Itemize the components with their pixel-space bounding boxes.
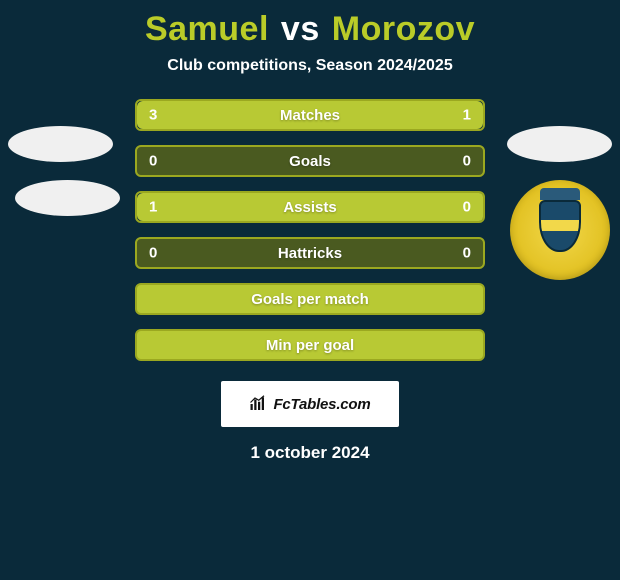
- stat-value-left: 1: [149, 199, 157, 216]
- chart-bars-icon: [249, 395, 267, 413]
- stat-fill-left: [137, 101, 397, 129]
- stat-label: Assists: [283, 199, 336, 216]
- stat-row: 0 0 Goals: [135, 145, 485, 177]
- stat-row: Goals per match: [135, 283, 485, 315]
- player1-name: Samuel: [145, 10, 269, 49]
- stat-row: Min per goal: [135, 329, 485, 361]
- stat-label: Matches: [280, 107, 340, 124]
- stat-label: Goals per match: [251, 291, 369, 308]
- stat-label: Min per goal: [266, 337, 354, 354]
- brand-text: FcTables.com: [273, 396, 370, 413]
- stat-label: Hattricks: [278, 245, 342, 262]
- vs-label: vs: [281, 10, 320, 49]
- stat-value-right: 1: [463, 107, 471, 124]
- title-row: Samuel vs Morozov: [145, 10, 475, 49]
- date-label: 1 october 2024: [250, 443, 369, 463]
- stat-value-left: 0: [149, 245, 157, 262]
- stat-value-right: 0: [463, 245, 471, 262]
- stat-label: Goals: [289, 153, 331, 170]
- crest-player2-club2: [510, 180, 610, 280]
- stat-value-right: 0: [463, 153, 471, 170]
- brand-box[interactable]: FcTables.com: [221, 381, 399, 427]
- stat-value-left: 0: [149, 153, 157, 170]
- player2-name: Morozov: [332, 10, 475, 49]
- stat-row: 1 0 Assists: [135, 191, 485, 223]
- stat-value-right: 0: [463, 199, 471, 216]
- stat-value-left: 3: [149, 107, 157, 124]
- subtitle: Club competitions, Season 2024/2025: [167, 57, 452, 75]
- stats-list: 3 1 Matches 0 0 Goals 1 0 Assists 0 0 Hattricks Goal…: [135, 99, 485, 361]
- stat-row: 0 0 Hattricks: [135, 237, 485, 269]
- stat-row: 3 1 Matches: [135, 99, 485, 131]
